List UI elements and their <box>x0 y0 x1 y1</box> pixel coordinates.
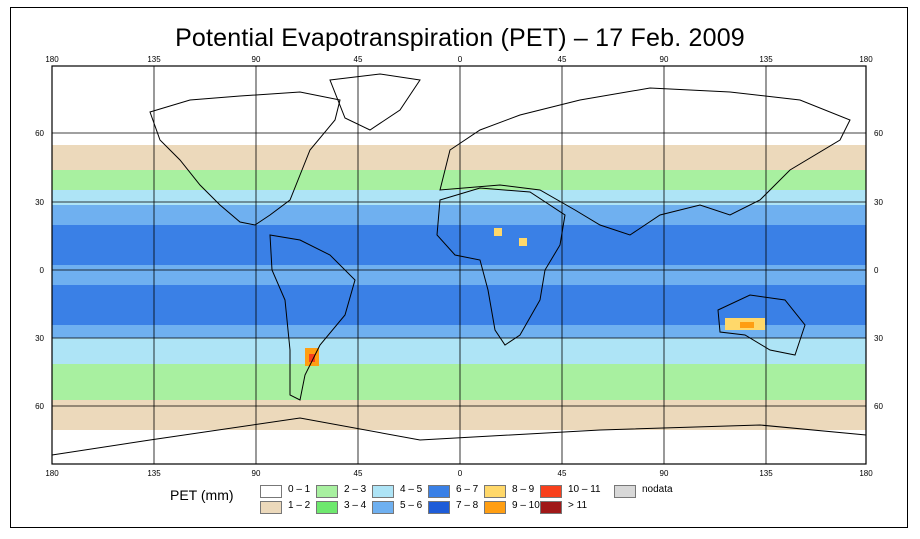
legend-swatch <box>540 501 562 514</box>
legend-item-label: 2 – 3 <box>344 484 367 495</box>
legend-title: PET (mm) <box>170 487 234 503</box>
top-lon-tick: 0 <box>458 55 463 64</box>
bottom-lon-tick: 45 <box>558 469 567 478</box>
band-north-1-2 <box>52 145 866 170</box>
left-lat-tick: 30 <box>35 198 44 207</box>
top-lon-tick: 90 <box>660 55 669 64</box>
left-lat-tick: 60 <box>35 129 44 138</box>
top-lon-tick: 90 <box>252 55 261 64</box>
greenland-outline <box>329 73 421 131</box>
top-lon-tick: 180 <box>859 55 873 64</box>
legend-item-label: 4 – 5 <box>400 484 423 495</box>
bottom-lon-tick: 180 <box>859 469 873 478</box>
band-polar-north <box>52 70 866 145</box>
top-lon-tick: 45 <box>558 55 567 64</box>
legend-item-label: 5 – 6 <box>400 500 423 511</box>
south-america-outline <box>269 234 356 401</box>
legend-swatch <box>260 485 282 498</box>
top-lon-tick: 135 <box>759 55 773 64</box>
bottom-lon-tick: 0 <box>458 469 463 478</box>
figure-frame <box>10 7 908 528</box>
band-south-1-2 <box>52 400 866 430</box>
bottom-lon-tick: 45 <box>354 469 363 478</box>
legend-swatch <box>614 485 636 498</box>
eurasia-outline <box>439 87 851 236</box>
right-lat-tick: 30 <box>874 198 883 207</box>
legend-item-label: nodata <box>642 484 673 495</box>
left-lat-tick: 0 <box>40 266 45 275</box>
antarctica-outline <box>51 417 867 456</box>
legend-swatch <box>540 485 562 498</box>
band-tropics-6-7 <box>52 225 866 265</box>
legend-item-label: 9 – 10 <box>512 500 540 511</box>
map-border <box>51 65 867 465</box>
right-lat-tick: 60 <box>874 129 883 138</box>
legend-swatch <box>316 485 338 498</box>
legend-swatch <box>428 501 450 514</box>
bottom-lon-tick: 135 <box>759 469 773 478</box>
left-lat-tick: 60 <box>35 402 44 411</box>
bottom-lon-tick: 180 <box>45 469 59 478</box>
legend-swatch <box>260 501 282 514</box>
legend-swatch <box>484 501 506 514</box>
hotspot-sahel-1 <box>494 228 502 236</box>
top-lon-tick: 45 <box>354 55 363 64</box>
right-lat-tick: 60 <box>874 402 883 411</box>
bottom-lon-tick: 90 <box>252 469 261 478</box>
legend-item-label: 10 – 11 <box>568 484 601 495</box>
legend-item-label: 0 – 1 <box>288 484 311 495</box>
legend-item-label: 6 – 7 <box>456 484 479 495</box>
legend-item-label: 3 – 4 <box>344 500 367 511</box>
hotspot-australia-core <box>740 322 754 328</box>
top-lon-tick: 135 <box>147 55 161 64</box>
map-title: Potential Evapotranspiration (PET) – 17 … <box>175 24 745 52</box>
band-north-4-5 <box>52 190 866 205</box>
band-south-4-5 <box>52 338 866 364</box>
graticule <box>52 66 866 464</box>
coastlines <box>51 73 867 456</box>
north-america-outline <box>149 91 341 226</box>
legend-item-label: 8 – 9 <box>512 484 535 495</box>
pet-fields <box>52 70 866 464</box>
legend-swatch <box>428 485 450 498</box>
legend-swatch <box>316 501 338 514</box>
bottom-lon-tick: 135 <box>147 469 161 478</box>
right-lat-tick: 0 <box>874 266 879 275</box>
legend-swatch <box>372 485 394 498</box>
legend-item-label: 1 – 2 <box>288 500 311 511</box>
band-north-2-3 <box>52 170 866 190</box>
hotspot-argentina-core <box>309 354 315 362</box>
right-lat-tick: 30 <box>874 334 883 343</box>
australia-outline <box>717 294 806 356</box>
band-south-2-3 <box>52 364 866 400</box>
legend-swatch <box>372 501 394 514</box>
legend-item-label: 7 – 8 <box>456 500 479 511</box>
hotspot-sahel-2 <box>519 238 527 246</box>
top-lon-tick: 180 <box>45 55 59 64</box>
bottom-lon-tick: 90 <box>660 469 669 478</box>
africa-outline <box>436 187 566 346</box>
legend-item-label: > 11 <box>568 500 587 511</box>
band-polar-south <box>52 430 866 464</box>
left-lat-tick: 30 <box>35 334 44 343</box>
legend-swatch <box>484 485 506 498</box>
